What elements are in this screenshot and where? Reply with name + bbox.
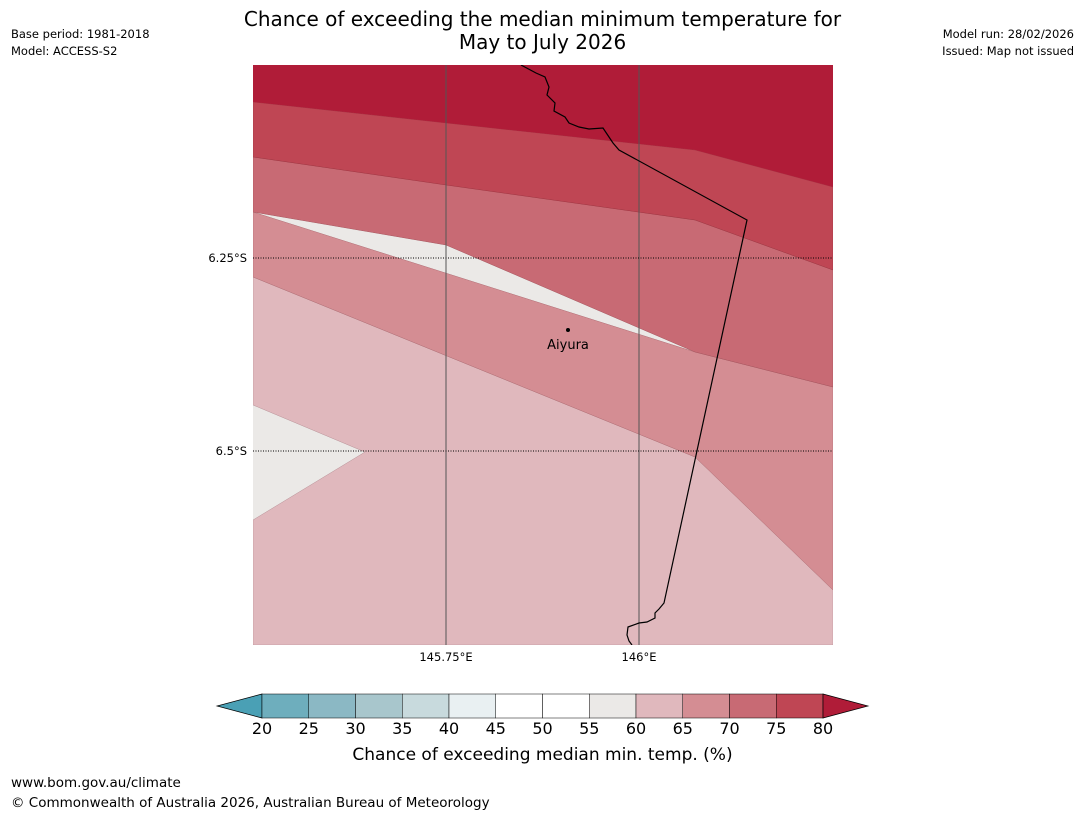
- colorbar-tick-50: 50: [532, 719, 553, 738]
- colorbar-segment-45-50: [495, 693, 543, 719]
- map-title: Chance of exceeding the median minimum t…: [0, 8, 1085, 54]
- colorbar-tick-45: 45: [485, 719, 506, 738]
- model-run-text: Model run: 28/02/2026: [942, 27, 1074, 41]
- lat-label-6-5: 6.5°S: [215, 444, 247, 458]
- meta-right: Model run: 28/02/2026 Issued: Map not is…: [942, 26, 1074, 60]
- colorbar-tick-55: 55: [579, 719, 600, 738]
- colorbar-segment-50-55: [542, 693, 590, 719]
- footer-url: www.bom.gov.au/climate: [11, 775, 181, 791]
- colorbar-segment-40-45: [448, 693, 496, 719]
- colorbar-tick-70: 70: [719, 719, 740, 738]
- lon-label-146: 146°E: [621, 650, 657, 664]
- lat-label-6-25: 6.25°S: [208, 251, 247, 265]
- colorbar-tick-25: 25: [298, 719, 319, 738]
- colorbar-tick-30: 30: [345, 719, 366, 738]
- issued-text: Issued: Map not issued: [942, 44, 1074, 58]
- footer-copyright: © Commonwealth of Australia 2026, Austra…: [11, 795, 490, 811]
- lon-label-145-75: 145.75°E: [419, 650, 473, 664]
- colorbar-tick-20: 20: [251, 719, 273, 738]
- colorbar-segment-25-30: [308, 693, 356, 719]
- meta-left: Base period: 1981-2018 Model: ACCESS-S2: [11, 26, 150, 60]
- colorbar-tick-35: 35: [392, 719, 413, 738]
- colorbar: [215, 693, 870, 719]
- colorbar-extend-low: [215, 693, 263, 719]
- colorbar-tick-80: 80: [812, 719, 834, 738]
- forecast-map: Aiyura: [253, 65, 833, 645]
- aiyura-marker: [566, 328, 570, 332]
- colorbar-tick-40: 40: [438, 719, 460, 738]
- colorbar-segment-60-65: [635, 693, 683, 719]
- colorbar-segment-75-80: [776, 693, 824, 719]
- colorbar-segment-30-35: [355, 693, 403, 719]
- aiyura-label: Aiyura: [547, 338, 589, 353]
- colorbar-tick-65: 65: [672, 719, 693, 738]
- colorbar-tick-60: 60: [625, 719, 647, 738]
- colorbar-ticks: 20 25 30 35 40 45 50 55 60 65 70 75 80: [0, 719, 1085, 739]
- colorbar-label: Chance of exceeding median min. temp. (%…: [352, 745, 733, 765]
- band-above-80: [253, 65, 833, 187]
- colorbar-segment-55-60: [589, 693, 637, 719]
- province-boundary-line: [520, 65, 748, 645]
- model-text: Model: ACCESS-S2: [11, 44, 118, 58]
- colorbar-extend-high: [822, 693, 870, 719]
- base-period-text: Base period: 1981-2018: [11, 27, 150, 41]
- title-line-2: May to July 2026: [458, 30, 627, 54]
- colorbar-segment-70-75: [729, 693, 777, 719]
- colorbar-segment-20-25: [261, 693, 309, 719]
- colorbar-tick-75: 75: [766, 719, 787, 738]
- colorbar-segment-65-70: [682, 693, 730, 719]
- title-line-1: Chance of exceeding the median minimum t…: [243, 7, 842, 31]
- colorbar-segment-35-40: [402, 693, 450, 719]
- band-75-80: [253, 101, 833, 271]
